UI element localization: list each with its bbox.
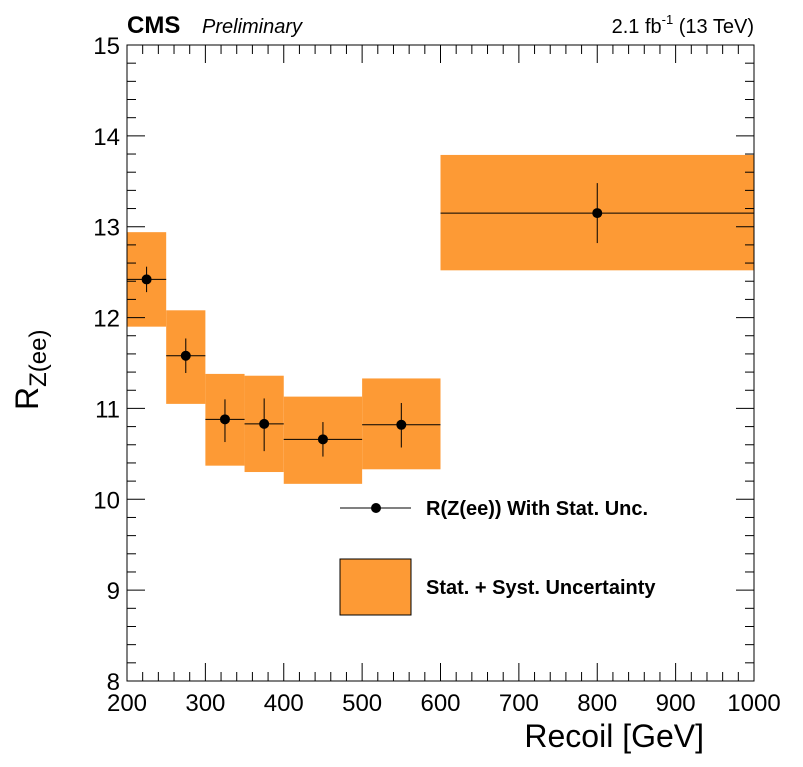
data-points: [127, 183, 754, 457]
y-tick-label: 10: [93, 487, 120, 514]
svg-text:RZ(ee): RZ(ee): [9, 330, 52, 410]
x-axis-title: Recoil [GeV]: [524, 718, 704, 754]
data-point: [396, 419, 407, 430]
x-tick-label: 900: [656, 690, 696, 717]
x-tick-labels: 200 300 400 500 600 700 800 900 1000: [107, 690, 781, 717]
x-tick-label: 600: [420, 690, 460, 717]
lumi-label: 2.1 fb-1 (13 TeV): [612, 12, 754, 38]
data-point: [141, 274, 152, 285]
legend-label-marker: R(Z(ee)) With Stat. Unc.: [426, 498, 648, 520]
y-tick-labels: 8 9 10 11 12 13 14 15: [93, 33, 120, 696]
x-tick-label: 1000: [727, 690, 780, 717]
data-point: [317, 434, 328, 445]
data-point: [592, 208, 603, 219]
uncertainty-bands: [127, 154, 754, 484]
x-tick-label: 700: [499, 690, 539, 717]
legend: R(Z(ee)) With Stat. Unc. Stat. + Syst. U…: [339, 498, 656, 616]
x-tick-label: 800: [577, 690, 617, 717]
data-point: [259, 418, 270, 429]
y-tick-label: 8: [107, 669, 120, 696]
data-point: [180, 350, 191, 361]
y-tick-label: 9: [107, 578, 120, 605]
y-axis-title: RZ(ee): [9, 330, 52, 410]
y-tick-label: 13: [93, 215, 120, 242]
y-tick-label: 12: [93, 306, 120, 333]
x-tick-label: 400: [264, 690, 304, 717]
y-tick-label: 11: [95, 396, 120, 423]
x-tick-label: 200: [107, 690, 147, 717]
legend-label-box: Stat. + Syst. Uncertainty: [426, 577, 656, 599]
y-tick-label: 15: [93, 33, 120, 60]
legend-box-swatch: [339, 558, 412, 616]
plot-frame: [126, 44, 755, 682]
x-tick-label: 300: [185, 690, 225, 717]
legend-marker-dot: [371, 503, 381, 513]
data-point: [219, 414, 230, 425]
experiment-label: CMS: [127, 12, 180, 39]
status-label: Preliminary: [202, 16, 303, 38]
y-tick-label: 14: [93, 124, 120, 151]
x-tick-label: 500: [342, 690, 382, 717]
